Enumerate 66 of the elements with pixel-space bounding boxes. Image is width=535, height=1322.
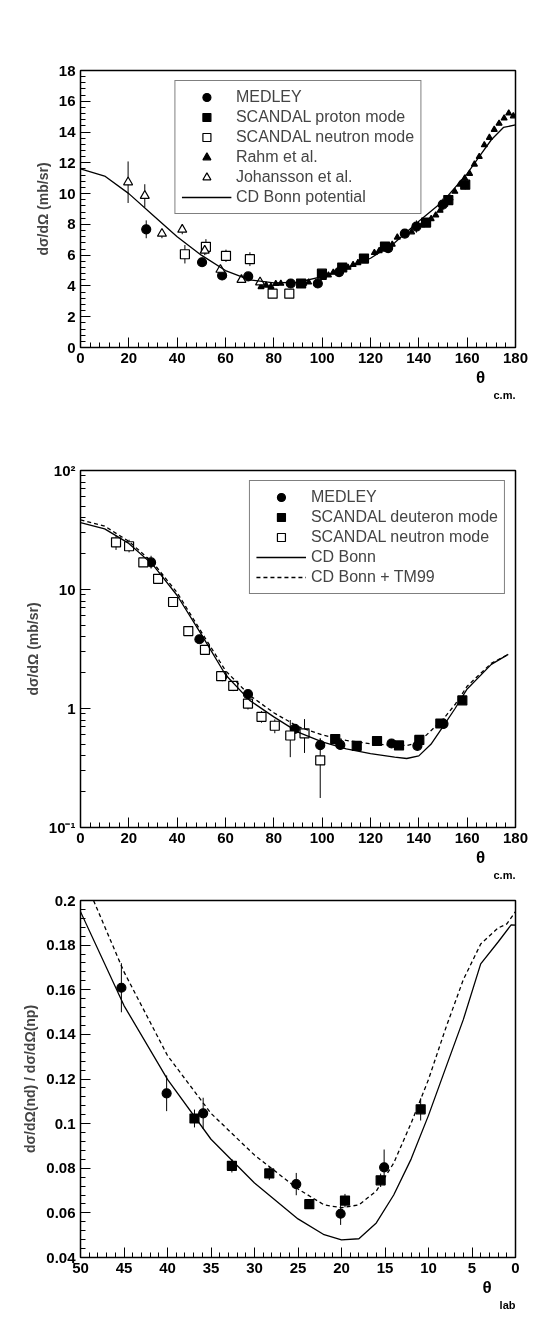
x-tick-label: 25	[289, 1258, 307, 1276]
legend-label: SCANDAL proton mode	[235, 107, 406, 127]
x-axis-title: θc.m.	[475, 847, 516, 881]
y-tick-label: 10	[58, 581, 76, 598]
y-axis-title: dσ/dΩ (mb/sr)	[24, 602, 41, 696]
legend-label: MEDLEY	[235, 87, 302, 107]
y-tick-label: 4	[67, 276, 77, 294]
x-tick-label: 60	[217, 828, 234, 846]
y-tick-label: 0.2	[54, 891, 76, 909]
x-tick-label: 160	[454, 828, 480, 846]
y-axis-title: dσ/dΩ (mb/sr)	[34, 162, 51, 256]
x-tick-label: 180	[502, 828, 529, 846]
x-tick-label: 5	[467, 1258, 477, 1276]
x-tick-label: 20	[120, 348, 138, 366]
y-tick-label: 0.06	[46, 1203, 76, 1221]
x-tick-label: 10	[420, 1258, 437, 1276]
x-tick-label: 180	[502, 348, 529, 366]
legend-label: CD Bonn potential	[235, 187, 366, 207]
x-tick-label: 120	[357, 828, 384, 846]
y-tick-label: 10⁻¹	[48, 819, 76, 836]
x-tick-label: 35	[202, 1258, 220, 1276]
y-tick-label: 0.08	[46, 1159, 76, 1177]
y-tick-label: 16	[58, 92, 76, 110]
y-tick-label: 2	[67, 307, 76, 325]
y-tick-label: 0.1	[54, 1114, 76, 1132]
y-tick-label: 10²	[53, 462, 76, 479]
y-tick-label: 12	[58, 153, 76, 171]
x-tick-label: 45	[115, 1258, 133, 1276]
legend-label: Rahm et al.	[235, 147, 318, 167]
x-tick-label: 140	[406, 828, 432, 846]
x-tick-label: 160	[454, 348, 480, 366]
y-tick-label: 0.12	[46, 1070, 76, 1087]
y-tick-label: 14	[58, 123, 77, 141]
y-tick-label: 10	[58, 184, 76, 202]
legend-label: CD Bonn + TM99	[310, 567, 435, 587]
x-tick-label: 60	[217, 348, 234, 366]
x-tick-label: 80	[265, 348, 283, 366]
y-tick-label: 1	[67, 700, 76, 717]
legend-label: SCANDAL deuteron mode	[310, 507, 498, 527]
y-tick-label: 6	[67, 246, 76, 264]
x-tick-label: 140	[406, 348, 432, 366]
y-tick-label: 0.18	[46, 936, 76, 954]
y-tick-label: 8	[67, 215, 76, 233]
y-tick-label: 18	[58, 61, 76, 79]
legend-label: CD Bonn	[310, 547, 376, 567]
x-tick-label: 80	[265, 828, 283, 846]
legend-label: SCANDAL neutron mode	[310, 527, 490, 547]
legend-label: Johansson et al.	[235, 167, 353, 187]
x-tick-label: 40	[168, 828, 186, 846]
x-tick-label: 0	[511, 1258, 520, 1276]
x-tick-label: 100	[309, 348, 335, 366]
x-axis-title: θlab	[482, 1277, 516, 1311]
x-tick-label: 40	[159, 1258, 176, 1276]
legend-label: MEDLEY	[310, 487, 377, 507]
x-axis-title: θc.m.	[475, 367, 516, 401]
x-tick-label: 120	[357, 348, 384, 366]
y-axis-title: dσ/dΩ(nd) / dσ/dΩ(np)	[22, 1004, 39, 1154]
legend-label: SCANDAL neutron mode	[235, 127, 415, 147]
x-tick-label: 40	[168, 348, 186, 366]
y-tick-label: 0.16	[46, 980, 76, 998]
x-tick-label: 100	[309, 828, 335, 846]
x-tick-label: 15	[376, 1258, 394, 1276]
x-tick-label: 20	[333, 1258, 350, 1276]
y-tick-label: 0.14	[46, 1025, 77, 1043]
x-tick-label: 30	[246, 1258, 263, 1276]
x-tick-label: 20	[120, 828, 138, 846]
